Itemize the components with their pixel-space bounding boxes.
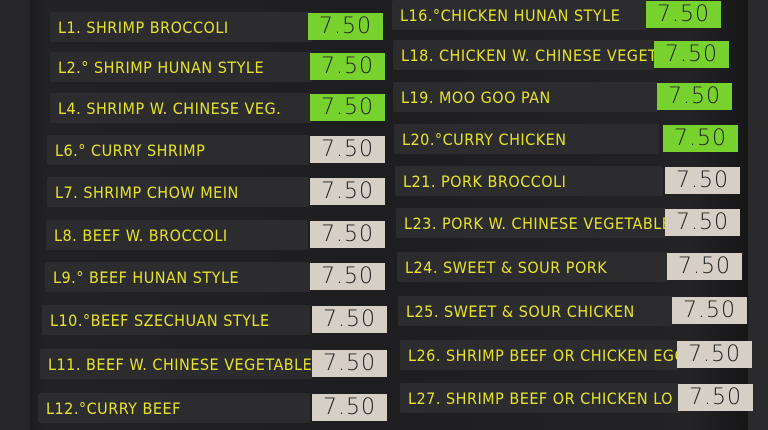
- price-tag: 7.50: [663, 125, 738, 152]
- menu-item: L19. MOO GOO PAN 7.50: [393, 82, 735, 112]
- board-frame-right: [748, 0, 768, 430]
- menu-item-label: L27. SHRIMP BEEF OR CHICKEN LO MEIN: [400, 383, 680, 413]
- price-tag: 7.50: [312, 306, 387, 333]
- price-tag: 7.50: [310, 136, 385, 163]
- price-tag: 7.50: [672, 297, 747, 324]
- price-tag: 7.50: [665, 209, 740, 236]
- menu-item-label: L11. BEEF W. CHINESE VEGETABLE: [40, 349, 312, 379]
- price-tag: 7.50: [310, 53, 385, 80]
- menu-item-label: L2.° SHRIMP HUNAN STYLE: [50, 52, 312, 82]
- menu-item-label: L24. SWEET & SOUR PORK: [397, 252, 669, 282]
- menu-item: L25. SWEET & SOUR CHICKEN 7.50: [398, 296, 750, 326]
- menu-item: L4. SHRIMP W. CHINESE VEG. 7.50: [50, 93, 388, 123]
- price-tag: 7.50: [646, 1, 721, 28]
- menu-item-label: L9.° BEEF HUNAN STYLE: [45, 262, 310, 292]
- menu-item-label: L4. SHRIMP W. CHINESE VEG.: [50, 93, 312, 123]
- menu-item: L1. SHRIMP BROCCOLI 7.50: [50, 12, 386, 42]
- menu-item: L7. SHRIMP CHOW MEIN 7.50: [47, 177, 388, 207]
- menu-item: L23. PORK W. CHINESE VEGETABLE 7.50: [396, 208, 743, 238]
- menu-item-label: L23. PORK W. CHINESE VEGETABLE: [396, 208, 666, 238]
- menu-item-label: L1. SHRIMP BROCCOLI: [50, 12, 312, 42]
- menu-item-label: L16.°CHICKEN HUNAN STYLE: [392, 0, 647, 30]
- menu-item-label: L25. SWEET & SOUR CHICKEN: [398, 296, 673, 326]
- price-tag: 7.50: [654, 41, 729, 68]
- menu-item: L6.° CURRY SHRIMP 7.50: [47, 135, 388, 165]
- price-tag: 7.50: [677, 341, 752, 368]
- menu-item: L9.° BEEF HUNAN STYLE 7.50: [45, 262, 388, 292]
- menu-item: L2.° SHRIMP HUNAN STYLE 7.50: [50, 52, 388, 82]
- price-tag: 7.50: [310, 263, 385, 290]
- menu-item-label: L20.°CURRY CHICKEN: [394, 124, 659, 154]
- menu-item: L24. SWEET & SOUR PORK 7.50: [397, 252, 745, 282]
- board-frame-left: [0, 0, 30, 430]
- price-tag: 7.50: [667, 253, 742, 280]
- menu-item: L11. BEEF W. CHINESE VEGETABLE 7.50: [40, 349, 390, 379]
- menu-item: L26. SHRIMP BEEF OR CHICKEN EGG FOO YOUN…: [400, 340, 755, 370]
- menu-item: L8. BEEF W. BROCCOLI 7.50: [46, 220, 388, 250]
- price-tag: 7.50: [310, 94, 385, 121]
- menu-item-label: L7. SHRIMP CHOW MEIN: [47, 177, 309, 207]
- menu-item-label: L8. BEEF W. BROCCOLI: [46, 220, 308, 250]
- menu-item-label: L21. PORK BROCCOLI: [395, 166, 663, 196]
- price-tag: 7.50: [678, 384, 753, 411]
- price-tag: 7.50: [665, 167, 740, 194]
- menu-item-label: L6.° CURRY SHRIMP: [47, 135, 309, 165]
- menu-item-label: L26. SHRIMP BEEF OR CHICKEN EGG FOO YOUN…: [400, 340, 678, 370]
- menu-item-label: L10.°BEEF SZECHUAN STYLE: [42, 305, 310, 335]
- menu-item-label: L18. CHICKEN W. CHINESE VEGETABLE: [393, 40, 655, 70]
- menu-item: L21. PORK BROCCOLI 7.50: [395, 166, 743, 196]
- price-tag: 7.50: [310, 221, 385, 248]
- menu-item-label: L19. MOO GOO PAN: [393, 82, 658, 112]
- menu-item: L12.°CURRY BEEF 7.50: [38, 393, 390, 423]
- price-tag: 7.50: [308, 13, 383, 40]
- price-tag: 7.50: [312, 394, 387, 421]
- price-tag: 7.50: [657, 83, 732, 110]
- menu-item-label: L12.°CURRY BEEF: [38, 393, 310, 423]
- price-tag: 7.50: [310, 178, 385, 205]
- menu-item: L10.°BEEF SZECHUAN STYLE 7.50: [42, 305, 390, 335]
- menu-item: L16.°CHICKEN HUNAN STYLE 7.50: [392, 0, 724, 30]
- price-tag: 7.50: [312, 350, 387, 377]
- menu-item: L20.°CURRY CHICKEN 7.50: [394, 124, 741, 154]
